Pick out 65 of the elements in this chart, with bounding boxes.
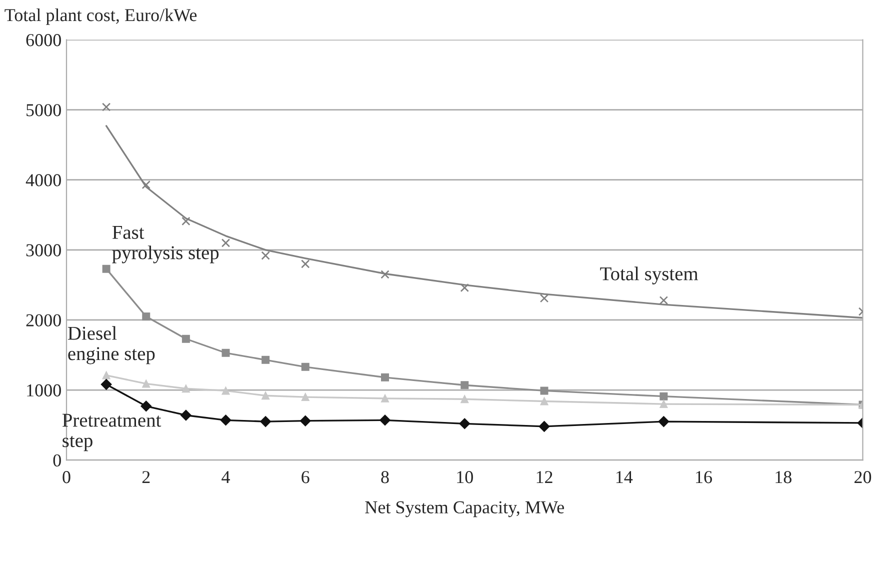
y-tick-label: 5000 — [26, 104, 61, 116]
point — [221, 238, 230, 248]
point — [380, 270, 390, 279]
point — [460, 283, 469, 292]
point — [262, 392, 270, 400]
point — [460, 381, 469, 390]
point — [540, 397, 548, 406]
series-label: Fast pyrolysis step — [112, 226, 219, 264]
point — [142, 312, 150, 320]
x-tick-label: 12 — [536, 471, 552, 484]
point — [261, 251, 270, 260]
point — [260, 416, 271, 427]
point — [222, 386, 230, 395]
point — [180, 410, 192, 421]
point — [301, 260, 310, 268]
point — [381, 394, 389, 402]
point — [142, 380, 150, 388]
y-tick-label: 1000 — [27, 384, 61, 396]
y-tick-label: 0 — [53, 454, 61, 467]
line-series — [105, 125, 863, 319]
x-tick-label: 14 — [616, 471, 633, 484]
x-tick-label: 6 — [302, 471, 310, 484]
y-tick-label: 4000 — [26, 174, 61, 186]
x-tick-label: 18 — [776, 471, 792, 484]
point — [659, 296, 668, 305]
series-label: Pretreatment step — [62, 414, 162, 452]
y-tick-label: 6000 — [26, 34, 61, 46]
point — [459, 418, 470, 430]
x-axis-title: Net System Capacity, MWe — [365, 501, 564, 518]
x-tick-label: 2 — [142, 471, 150, 484]
point — [300, 415, 311, 426]
x-tick-label: 16 — [696, 471, 712, 484]
point — [182, 216, 190, 226]
point — [301, 393, 310, 402]
point — [301, 362, 310, 371]
point — [540, 294, 549, 303]
point — [538, 421, 550, 432]
point — [540, 386, 548, 395]
y-tick-label: 2000 — [26, 314, 61, 326]
point — [182, 334, 190, 343]
x-tick-label: 4 — [222, 471, 230, 484]
x-tick-label: 20 — [854, 471, 872, 484]
point — [100, 378, 112, 390]
point — [460, 395, 469, 404]
point — [381, 373, 389, 382]
x-tick-label: 10 — [457, 471, 473, 484]
point — [142, 180, 150, 190]
point — [380, 414, 390, 426]
y-tick-label: 3000 — [26, 244, 61, 256]
point — [102, 264, 110, 273]
point — [658, 416, 670, 427]
point — [262, 356, 270, 364]
point — [102, 371, 110, 380]
point — [102, 102, 111, 112]
y-axis-title: Total plant cost, Euro/kWe — [4, 8, 197, 25]
point — [140, 400, 152, 412]
point — [220, 414, 232, 426]
x-tick-label: 0 — [62, 471, 70, 484]
series-label: Diesel engine step — [68, 326, 155, 364]
series-label: Total system — [600, 266, 698, 284]
point — [660, 400, 668, 408]
point — [182, 384, 190, 393]
point — [222, 348, 230, 357]
x-tick-label: 8 — [381, 471, 389, 484]
point — [660, 392, 668, 400]
